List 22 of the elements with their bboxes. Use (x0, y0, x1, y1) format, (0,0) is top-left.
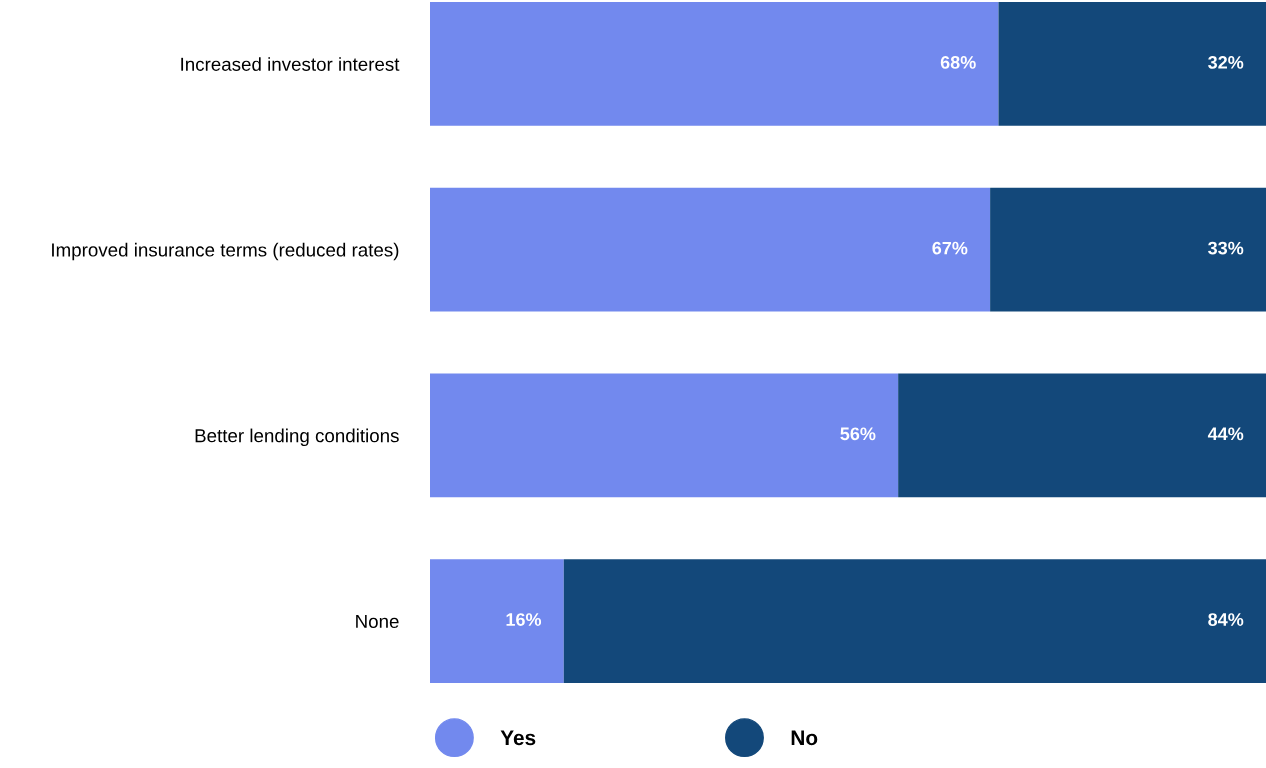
data-label: 67% (932, 241, 968, 255)
data-label: 44% (1207, 427, 1244, 441)
y-tick-label: Increased investor interest (181, 57, 400, 71)
bar (898, 373, 1266, 498)
data-label: 68% (940, 56, 976, 69)
bar (430, 559, 564, 683)
bar (430, 2, 999, 126)
bar (430, 187, 991, 312)
y-tick-label: Better lending conditions (195, 428, 399, 447)
legend-label: No (791, 730, 818, 746)
y-tick-label: Improved insurance terms (reduced rates) (52, 242, 399, 261)
y-tick-label: None (356, 614, 399, 629)
data-label: 16% (506, 613, 542, 626)
legend-label: Yes (500, 730, 536, 746)
bar (990, 187, 1266, 312)
bar (998, 2, 1266, 126)
data-label: 33% (1208, 241, 1244, 255)
bar (563, 559, 1266, 683)
data-label: 32% (1208, 56, 1244, 69)
data-label: 56% (840, 427, 876, 441)
data-label: 84% (1208, 613, 1244, 626)
bar (430, 373, 899, 498)
